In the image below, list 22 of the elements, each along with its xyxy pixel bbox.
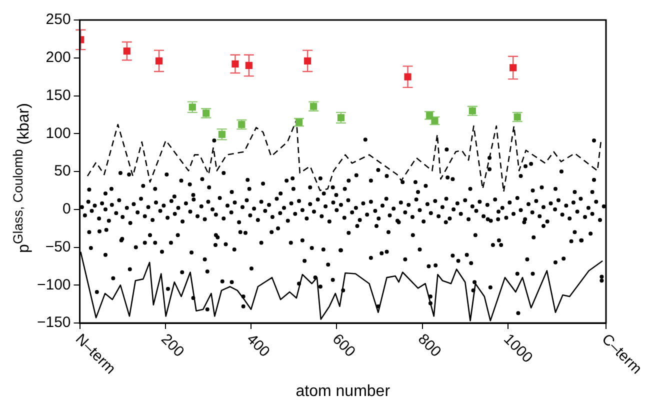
x-tick-label: 600	[328, 330, 359, 360]
x-tick-label: 800	[414, 330, 444, 360]
y-tick-label: −100	[36, 276, 71, 294]
point	[155, 57, 163, 64]
y-tick-label: 50	[54, 162, 71, 180]
point	[245, 62, 252, 69]
point	[404, 73, 412, 80]
y-tick-label: −50	[45, 238, 71, 256]
line-series	[86, 119, 602, 193]
point	[123, 48, 130, 55]
x-tick-label: 200	[158, 330, 188, 360]
y-tick-label: 100	[46, 124, 71, 142]
x-tick-label: 400	[243, 330, 274, 360]
point	[232, 60, 239, 68]
point	[510, 64, 517, 72]
y-tick-label: 0	[62, 200, 71, 218]
y-tick-label: 250	[46, 11, 71, 28]
point	[304, 57, 312, 64]
y-tick-label: 150	[46, 86, 71, 104]
y-tick-label: −150	[36, 314, 71, 332]
x-axis-title: atom number	[296, 382, 391, 400]
y-tick-label: 200	[46, 49, 71, 66]
